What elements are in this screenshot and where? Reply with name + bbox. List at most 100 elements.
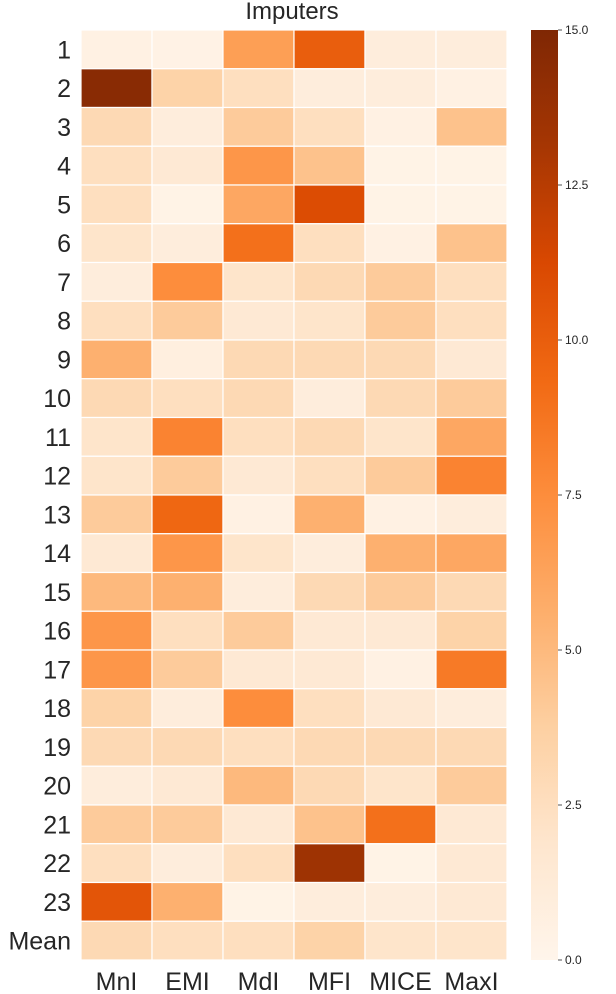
- heatmap-cell-20-MnI: [80, 765, 153, 806]
- heatmap-cell-18-MnI: [80, 688, 153, 729]
- heatmap-cell-8-MICE: [364, 300, 437, 341]
- row-label: 18: [43, 695, 71, 723]
- heatmap-cell-21-MdI: [222, 804, 295, 845]
- heatmap-cell-3-MdI: [222, 106, 295, 147]
- heatmap-cell-18-EMI: [151, 688, 224, 729]
- heatmap-cell-21-MICE: [364, 804, 437, 845]
- row-label: 6: [57, 230, 71, 258]
- heatmap-cell-2-EMI: [151, 68, 224, 109]
- heatmap-cell-6-MdI: [222, 223, 295, 264]
- heatmap-cell-14-MaxI: [435, 533, 508, 574]
- column-label: MaxI: [444, 968, 498, 994]
- row-label: 16: [43, 618, 71, 646]
- heatmap-cell-7-MdI: [222, 261, 295, 302]
- heatmap-cell-2-MdI: [222, 68, 295, 109]
- heatmap-cell-11-EMI: [151, 416, 224, 457]
- heatmap-cell-6-EMI: [151, 223, 224, 264]
- heatmap-cell-5-MFI: [293, 184, 366, 225]
- heatmap-cell-10-MaxI: [435, 378, 508, 419]
- heatmap-cell-22-EMI: [151, 843, 224, 884]
- heatmap-cell-8-EMI: [151, 300, 224, 341]
- heatmap-cell-4-MICE: [364, 145, 437, 186]
- heatmap-cell-17-MnI: [80, 649, 153, 690]
- heatmap-cell-9-MFI: [293, 339, 366, 380]
- heatmap-cell-15-MICE: [364, 571, 437, 612]
- heatmap-cell-15-MdI: [222, 571, 295, 612]
- heatmap-cell-1-EMI: [151, 29, 224, 70]
- heatmap-cell-15-EMI: [151, 571, 224, 612]
- heatmap-cell-2-MnI: [80, 68, 153, 109]
- heatmap-cell-22-MFI: [293, 843, 366, 884]
- heatmap-cell-5-MnI: [80, 184, 153, 225]
- column-labels: MnI EMI MdI MFI MICE MaxI: [96, 968, 499, 994]
- heatmap-cell-9-MICE: [364, 339, 437, 380]
- heatmap-cell-19-MnI: [80, 726, 153, 767]
- heatmap-cell-20-MaxI: [435, 765, 508, 806]
- heatmap-cell-19-MaxI: [435, 726, 508, 767]
- heatmap-cell-6-MICE: [364, 223, 437, 264]
- heatmap-cell-23-MaxI: [435, 881, 508, 922]
- heatmap-cell-18-MICE: [364, 688, 437, 729]
- heatmap-cell-12-MdI: [222, 455, 295, 496]
- heatmap-cell-Mean-EMI: [151, 920, 224, 961]
- heatmap-cell-18-MdI: [222, 688, 295, 729]
- row-label: Mean: [8, 928, 71, 956]
- colorbar-tick-label: 10.0: [565, 333, 589, 347]
- heatmap-cell-17-MFI: [293, 649, 366, 690]
- heatmap-cell-4-EMI: [151, 145, 224, 186]
- heatmap-cell-12-EMI: [151, 455, 224, 496]
- heatmap-cell-2-MaxI: [435, 68, 508, 109]
- heatmap-cell-16-MaxI: [435, 610, 508, 651]
- heatmap-cell-22-MnI: [80, 843, 153, 884]
- heatmap-cell-Mean-MICE: [364, 920, 437, 961]
- heatmap-cell-Mean-MnI: [80, 920, 153, 961]
- heatmap-cell-23-MdI: [222, 881, 295, 922]
- column-label: MFI: [308, 968, 351, 994]
- heatmap-cell-11-MFI: [293, 416, 366, 457]
- heatmap-cell-23-MFI: [293, 881, 366, 922]
- heatmap-cell-4-MdI: [222, 145, 295, 186]
- heatmap-cell-13-MICE: [364, 494, 437, 535]
- heatmap-cell-19-MdI: [222, 726, 295, 767]
- column-label: MnI: [96, 968, 138, 994]
- heatmap-cell-16-MdI: [222, 610, 295, 651]
- heatmap-cell-13-MaxI: [435, 494, 508, 535]
- heatmap-cell-8-MnI: [80, 300, 153, 341]
- heatmap-cell-16-EMI: [151, 610, 224, 651]
- heatmap-cell-7-MnI: [80, 261, 153, 302]
- heatmap-cell-18-MFI: [293, 688, 366, 729]
- heatmap-cell-9-EMI: [151, 339, 224, 380]
- row-label: 3: [57, 114, 71, 142]
- heatmap-cell-14-MFI: [293, 533, 366, 574]
- heatmap-cell-11-MdI: [222, 416, 295, 457]
- row-label: 19: [43, 734, 71, 762]
- heatmap-cell-7-EMI: [151, 261, 224, 302]
- heatmap-cell-8-MFI: [293, 300, 366, 341]
- heatmap-cell-12-MFI: [293, 455, 366, 496]
- row-label: 21: [43, 811, 71, 839]
- heatmap-cell-4-MaxI: [435, 145, 508, 186]
- heatmap-cell-7-MFI: [293, 261, 366, 302]
- row-label: 9: [57, 346, 71, 374]
- heatmap-cells: [80, 29, 508, 961]
- row-label: 20: [43, 773, 71, 801]
- heatmap-cell-7-MaxI: [435, 261, 508, 302]
- heatmap-cell-Mean-MaxI: [435, 920, 508, 961]
- heatmap-cell-18-MaxI: [435, 688, 508, 729]
- heatmap-cell-7-MICE: [364, 261, 437, 302]
- row-label: 5: [57, 191, 71, 219]
- heatmap-cell-23-MICE: [364, 881, 437, 922]
- heatmap-cell-19-EMI: [151, 726, 224, 767]
- row-label: 13: [43, 501, 71, 529]
- heatmap-cell-14-MdI: [222, 533, 295, 574]
- row-label: 22: [43, 850, 71, 878]
- row-label: 15: [43, 579, 71, 607]
- heatmap-cell-3-EMI: [151, 106, 224, 147]
- heatmap-cell-17-MdI: [222, 649, 295, 690]
- heatmap-cell-20-EMI: [151, 765, 224, 806]
- heatmap-cell-5-MdI: [222, 184, 295, 225]
- colorbar-tick-label: 5.0: [565, 643, 582, 657]
- row-label: 12: [43, 463, 71, 491]
- heatmap-cell-4-MFI: [293, 145, 366, 186]
- colorbar: [531, 30, 558, 960]
